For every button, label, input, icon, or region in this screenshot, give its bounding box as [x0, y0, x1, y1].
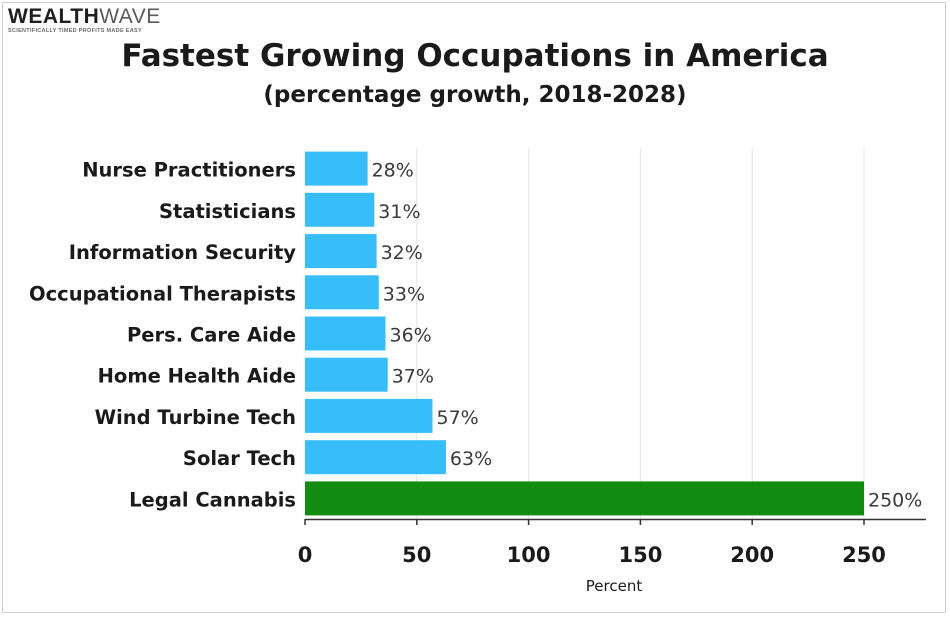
- x-tick-label: 100: [507, 543, 551, 567]
- x-axis-title: Percent: [586, 577, 643, 595]
- category-label: Legal Cannabis: [129, 488, 296, 511]
- x-tick-label: 50: [402, 543, 431, 567]
- data-label: 36%: [390, 325, 432, 347]
- x-tick-label: 200: [730, 543, 774, 567]
- bar-5: [305, 316, 386, 351]
- category-label: Information Security: [69, 241, 297, 264]
- bar-6: [305, 357, 388, 392]
- brand-logo: WEALTHWAVE SCIENTIFICALLY TIMED PROFITS …: [8, 6, 161, 35]
- chart-title: Fastest Growing Occupations in America: [121, 38, 829, 74]
- category-label: Home Health Aide: [98, 365, 296, 388]
- data-label: 28%: [372, 160, 414, 182]
- chart-subtitle: (percentage growth, 2018-2028): [263, 82, 687, 108]
- bar-1: [305, 151, 368, 186]
- data-label: 63%: [450, 448, 492, 470]
- category-label: Wind Turbine Tech: [95, 406, 296, 429]
- category-label: Solar Tech: [183, 447, 296, 470]
- data-label: 32%: [381, 242, 423, 264]
- bar-7: [305, 398, 433, 433]
- category-label: Nurse Practitioners: [82, 159, 296, 182]
- bar-2: [305, 192, 375, 227]
- data-label: 57%: [437, 407, 479, 429]
- category-label: Pers. Care Aide: [127, 324, 296, 347]
- brand-wordmark: WEALTHWAVE: [8, 6, 161, 28]
- bar-8: [305, 440, 446, 475]
- brand-tagline: SCIENTIFICALLY TIMED PROFITS MADE EASY: [8, 28, 142, 34]
- x-tick-label: 250: [842, 543, 886, 567]
- category-label: Occupational Therapists: [29, 282, 296, 305]
- data-label: 250%: [868, 489, 922, 511]
- brand-name-part2: WAVE: [99, 5, 161, 28]
- data-label: 37%: [392, 366, 434, 388]
- data-label: 33%: [383, 283, 425, 305]
- bar-9: [305, 481, 864, 516]
- x-tick-label: 150: [618, 543, 662, 567]
- bar-4: [305, 275, 379, 310]
- data-label: 31%: [378, 201, 420, 223]
- category-label: Statisticians: [159, 200, 296, 223]
- x-tick-label: 0: [298, 543, 313, 567]
- brand-name-part1: WEALTH: [8, 5, 100, 28]
- bar-3: [305, 234, 377, 269]
